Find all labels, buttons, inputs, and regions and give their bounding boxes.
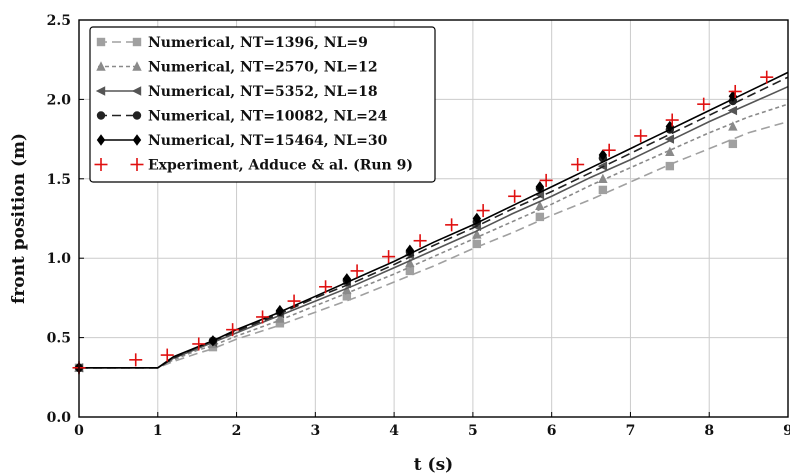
data-point xyxy=(208,335,218,347)
data-point xyxy=(472,239,482,249)
data-point xyxy=(413,234,427,248)
legend-label: Numerical, NT=10082, NL=24 xyxy=(148,109,388,125)
legend-marker xyxy=(132,61,142,71)
data-point xyxy=(539,173,553,187)
legend-label: Experiment, Adduce & al. (Run 9) xyxy=(148,158,413,174)
data-point xyxy=(382,250,396,264)
data-point xyxy=(665,161,675,171)
data-point xyxy=(508,189,522,203)
y-tick-label: 0.0 xyxy=(47,410,72,426)
legend-label: Numerical, NT=5352, NL=18 xyxy=(148,84,378,100)
data-point xyxy=(472,229,482,239)
x-tick-label: 0 xyxy=(74,423,84,439)
data-point xyxy=(598,149,608,161)
legend-label: Numerical, NT=1396, NL=9 xyxy=(148,35,368,51)
legend-item: Numerical, NT=10082, NL=24 xyxy=(96,109,388,125)
legend-item: Numerical, NT=2570, NL=12 xyxy=(96,60,378,76)
legend-label: Numerical, NT=15464, NL=30 xyxy=(148,133,388,149)
legend-marker xyxy=(132,37,142,47)
series-5 xyxy=(74,71,789,374)
y-tick-label: 1.5 xyxy=(47,172,71,188)
data-point xyxy=(129,353,143,367)
x-tick-label: 6 xyxy=(547,423,557,439)
data-point xyxy=(697,97,711,111)
x-tick-label: 8 xyxy=(704,423,714,439)
legend-item: Numerical, NT=15464, NL=30 xyxy=(96,133,388,149)
legend-box xyxy=(89,26,436,183)
data-point xyxy=(728,121,738,131)
data-point xyxy=(287,294,301,308)
series-line xyxy=(79,71,789,369)
data-point xyxy=(727,105,738,116)
legend-item: Experiment, Adduce & al. (Run 9) xyxy=(94,158,413,174)
legend-marker xyxy=(131,86,142,96)
data-point xyxy=(598,185,608,195)
x-axis-title: t (s) xyxy=(414,455,453,475)
data-point xyxy=(226,323,240,337)
data-point xyxy=(728,139,738,149)
legend-marker xyxy=(96,111,106,120)
data-point xyxy=(350,264,364,278)
data-point xyxy=(535,200,545,210)
axis-ticks: 0 1 2 3 4 5 6 7 8 9 0.0 0.5 1.0 1.5 2.0 2.5 xyxy=(47,13,790,439)
data-point xyxy=(664,134,675,144)
legend-marker xyxy=(96,37,106,47)
legend-item: Numerical, NT=1396, NL=9 xyxy=(96,35,368,51)
y-tick-label: 1.0 xyxy=(47,251,72,267)
x-tick-label: 5 xyxy=(468,423,478,439)
data-point xyxy=(665,120,675,133)
data-point xyxy=(665,113,679,127)
data-point xyxy=(405,266,415,276)
data-point xyxy=(535,181,545,193)
data-point xyxy=(728,84,742,98)
legend-label: Numerical, NT=2570, NL=12 xyxy=(148,60,378,76)
data-point xyxy=(256,310,270,324)
data-point xyxy=(602,143,616,157)
x-tick-label: 4 xyxy=(389,423,399,439)
data-point xyxy=(634,129,648,143)
data-point xyxy=(275,313,285,323)
legend: Numerical, NT=1396, NL=9 Numerical, NT=25… xyxy=(89,26,436,183)
data-point xyxy=(665,146,675,157)
y-axis-title: front position (m) xyxy=(9,133,29,304)
legend-item: Numerical, NT=5352, NL=18 xyxy=(95,84,378,100)
legend-marker xyxy=(95,86,106,96)
legend-marker xyxy=(132,134,142,146)
y-tick-label: 2.0 xyxy=(47,92,72,108)
data-point xyxy=(160,348,174,362)
plot-area-frame xyxy=(78,19,789,418)
data-point xyxy=(535,212,545,222)
legend-marker xyxy=(96,61,106,71)
data-point xyxy=(472,212,482,225)
data-point xyxy=(192,337,206,351)
data-point xyxy=(275,319,285,328)
legend-marker xyxy=(94,158,108,171)
legend-marker xyxy=(132,111,142,120)
data-point xyxy=(342,292,352,301)
data-point xyxy=(476,204,490,218)
y-tick-label: 0.5 xyxy=(47,331,71,347)
data-point xyxy=(405,257,415,268)
data-point xyxy=(405,244,415,256)
plot-series xyxy=(72,70,789,375)
x-tick-label: 3 xyxy=(310,423,320,439)
legend-marker xyxy=(130,158,144,171)
x-tick-label: 9 xyxy=(783,423,790,439)
data-point xyxy=(342,284,352,295)
x-tick-label: 2 xyxy=(232,423,242,439)
data-point xyxy=(760,70,774,84)
data-point xyxy=(275,304,285,317)
legend-marker xyxy=(96,134,106,146)
y-tick-label: 2.5 xyxy=(47,13,71,29)
data-point xyxy=(598,173,608,183)
data-point xyxy=(319,280,333,294)
x-tick-label: 1 xyxy=(153,423,163,439)
data-point xyxy=(728,90,738,102)
data-point xyxy=(342,273,352,285)
data-point xyxy=(571,158,585,172)
x-tick-label: 7 xyxy=(626,423,636,439)
data-point xyxy=(445,218,459,232)
